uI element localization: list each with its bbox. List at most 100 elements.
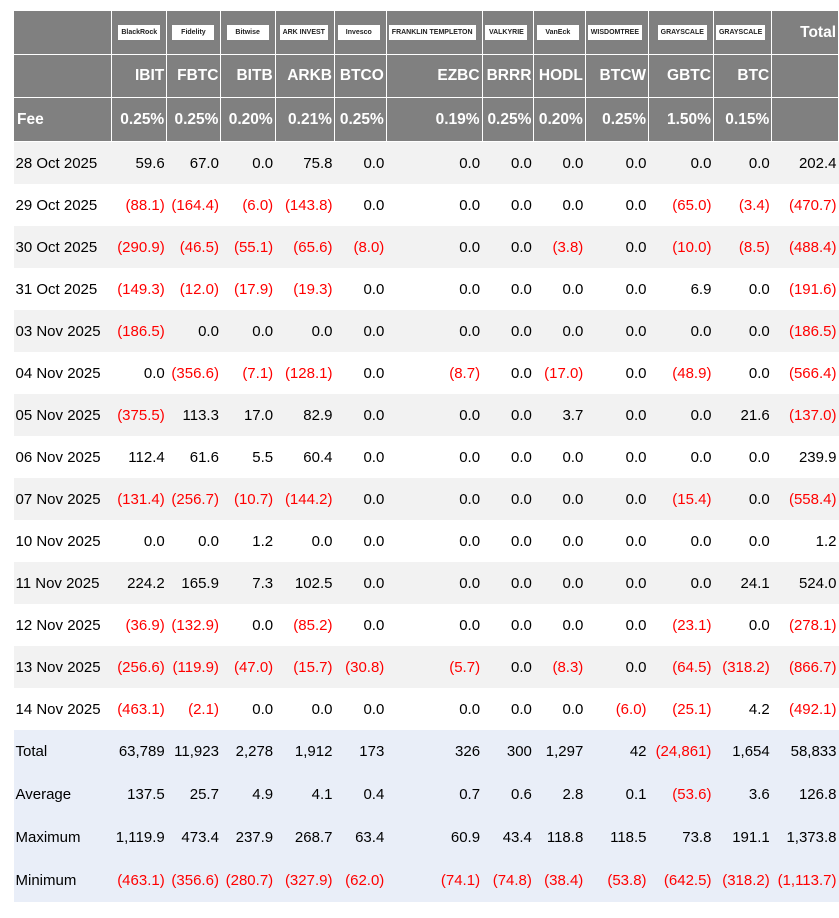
flow-cell: (356.6)	[166, 352, 221, 394]
flow-cell: 0.0	[386, 562, 483, 604]
flow-cell: 0.0	[482, 141, 534, 184]
table-row: 04 Nov 2025 0.0 (356.6) (7.1) (128.1) 0.0 (8.7…	[13, 352, 839, 394]
flow-cell: 0.0	[482, 184, 534, 226]
flow-cell: (5.7)	[386, 646, 483, 688]
blank-header	[771, 97, 839, 142]
date-cell: 30 Oct 2025	[13, 226, 112, 268]
summary-cell: 1,912	[275, 730, 335, 773]
flow-cell: 0.0	[220, 688, 276, 730]
summary-row: Average 137.5 25.7 4.9 4.1 0.4 0.7 0.6 2.8 0.1 (53…	[13, 773, 839, 816]
flow-cell: (2.1)	[166, 688, 221, 730]
flow-cell: 0.0	[111, 520, 167, 562]
row-total-cell: 239.9	[771, 436, 839, 478]
row-total-cell: (558.4)	[771, 478, 839, 520]
summary-cell: (74.8)	[482, 859, 534, 902]
row-total-cell: 524.0	[771, 562, 839, 604]
flow-cell: 0.0	[585, 141, 649, 184]
flow-cell: (8.3)	[533, 646, 586, 688]
issuer-logo: VanEck	[536, 24, 579, 40]
summary-row: Total 63,789 11,923 2,278 1,912 173 326 300 1,29…	[13, 730, 839, 773]
row-total-cell: (137.0)	[771, 394, 839, 436]
summary-cell: 63.4	[334, 816, 387, 859]
flow-cell: (47.0)	[220, 646, 276, 688]
fee-value: 1.50%	[648, 97, 714, 142]
flow-cell: 0.0	[482, 646, 534, 688]
flow-cell: 0.0	[585, 520, 649, 562]
date-cell: 13 Nov 2025	[13, 646, 112, 688]
summary-cell: (24,861)	[648, 730, 714, 773]
table-row: 31 Oct 2025 (149.3) (12.0) (17.9) (19.3) 0.0 0…	[13, 268, 839, 310]
flow-cell: 0.0	[220, 604, 276, 646]
flow-cell: 6.9	[648, 268, 714, 310]
flow-cell: 4.2	[713, 688, 772, 730]
issuer-logo: VALKYRIE	[485, 24, 528, 40]
flow-cell: (23.1)	[648, 604, 714, 646]
summary-cell: 58,833	[771, 730, 839, 773]
summary-cell: (463.1)	[111, 859, 167, 902]
flow-cell: (19.3)	[275, 268, 335, 310]
flow-cell: (3.8)	[533, 226, 586, 268]
issuer-logo-cell: VanEck	[533, 10, 586, 55]
blank-header	[13, 54, 112, 98]
ticker-header: BRRR	[481, 54, 535, 98]
summary-cell: 63,789	[111, 730, 167, 773]
issuer-logo-cell: GRAYSCALE	[648, 10, 714, 55]
table-row: 07 Nov 2025 (131.4) (256.7) (10.7) (144.2) 0.…	[13, 478, 839, 520]
ticker-header: BTC	[712, 54, 773, 98]
flow-cell: 0.0	[585, 184, 649, 226]
fee-label: Fee	[13, 97, 112, 142]
flow-cell: (17.9)	[220, 268, 276, 310]
date-cell: 05 Nov 2025	[13, 394, 112, 436]
table-row: 03 Nov 2025 (186.5) 0.0 0.0 0.0 0.0 0.0 0.0 0.0 0…	[13, 310, 839, 352]
summary-cell: (53.8)	[585, 859, 649, 902]
date-cell: 07 Nov 2025	[13, 478, 112, 520]
flow-cell: 112.4	[111, 436, 167, 478]
summary-cell: 43.4	[482, 816, 534, 859]
flow-cell: 0.0	[713, 352, 772, 394]
flow-cell: (8.0)	[334, 226, 387, 268]
issuer-logo-cell: WISDOMTREE	[584, 10, 650, 55]
flow-cell: 0.0	[533, 310, 586, 352]
flow-cell: (164.4)	[166, 184, 221, 226]
table-row: 12 Nov 2025 (36.9) (132.9) 0.0 (85.2) 0.0 0.0 0…	[13, 604, 839, 646]
flow-cell: 21.6	[713, 394, 772, 436]
summary-row: Maximum 1,119.9 473.4 237.9 268.7 63.4 60.9 43.…	[13, 816, 839, 859]
summary-cell: 73.8	[648, 816, 714, 859]
row-total-cell: 1.2	[771, 520, 839, 562]
flow-cell: 0.0	[533, 562, 586, 604]
flow-cell: 0.0	[648, 141, 714, 184]
flow-cell: 0.0	[386, 141, 483, 184]
row-total-cell: (278.1)	[771, 604, 839, 646]
flow-cell: 67.0	[166, 141, 221, 184]
row-total-cell: (492.1)	[771, 688, 839, 730]
flow-cell: 0.0	[648, 520, 714, 562]
flow-cell: (46.5)	[166, 226, 221, 268]
flow-cell: 0.0	[386, 436, 483, 478]
issuer-logo: FRANKLIN TEMPLETON	[388, 24, 476, 40]
issuer-logo: GRAYSCALE	[715, 24, 766, 40]
ticker-header: GBTC	[648, 54, 714, 98]
summary-cell: (53.6)	[648, 773, 714, 816]
flow-cell: (318.2)	[713, 646, 772, 688]
row-total-cell: (488.4)	[771, 226, 839, 268]
flow-cell: 0.0	[648, 562, 714, 604]
summary-cell: 1,654	[713, 730, 772, 773]
flow-cell: 61.6	[166, 436, 221, 478]
flow-cell: 0.0	[166, 520, 221, 562]
summary-cell: 2.8	[533, 773, 586, 816]
issuer-logo-cell: ARK INVEST	[274, 10, 335, 55]
flow-cell: 0.0	[482, 478, 534, 520]
flow-cell: 0.0	[386, 520, 483, 562]
summary-cell: (38.4)	[533, 859, 586, 902]
date-cell: 10 Nov 2025	[13, 520, 112, 562]
fee-value: 0.25%	[333, 97, 387, 142]
flow-cell: 0.0	[386, 310, 483, 352]
flow-cell: 0.0	[533, 268, 586, 310]
summary-cell: 0.4	[334, 773, 387, 816]
issuer-logo-cell: FRANKLIN TEMPLETON	[385, 10, 483, 55]
flow-cell: 0.0	[648, 310, 714, 352]
flow-cell: 0.0	[713, 268, 772, 310]
flow-cell: (119.9)	[166, 646, 221, 688]
row-total-cell: 202.4	[771, 141, 839, 184]
flow-cell: (30.8)	[334, 646, 387, 688]
